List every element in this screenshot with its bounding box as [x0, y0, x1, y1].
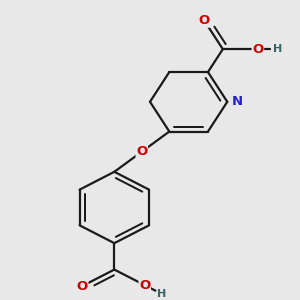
Text: O: O: [139, 279, 150, 292]
Text: O: O: [136, 145, 148, 158]
Text: H: H: [273, 44, 283, 54]
Text: H: H: [157, 289, 167, 299]
Text: O: O: [199, 14, 210, 27]
Text: O: O: [252, 43, 263, 56]
Text: N: N: [231, 95, 242, 108]
Text: O: O: [76, 280, 88, 292]
